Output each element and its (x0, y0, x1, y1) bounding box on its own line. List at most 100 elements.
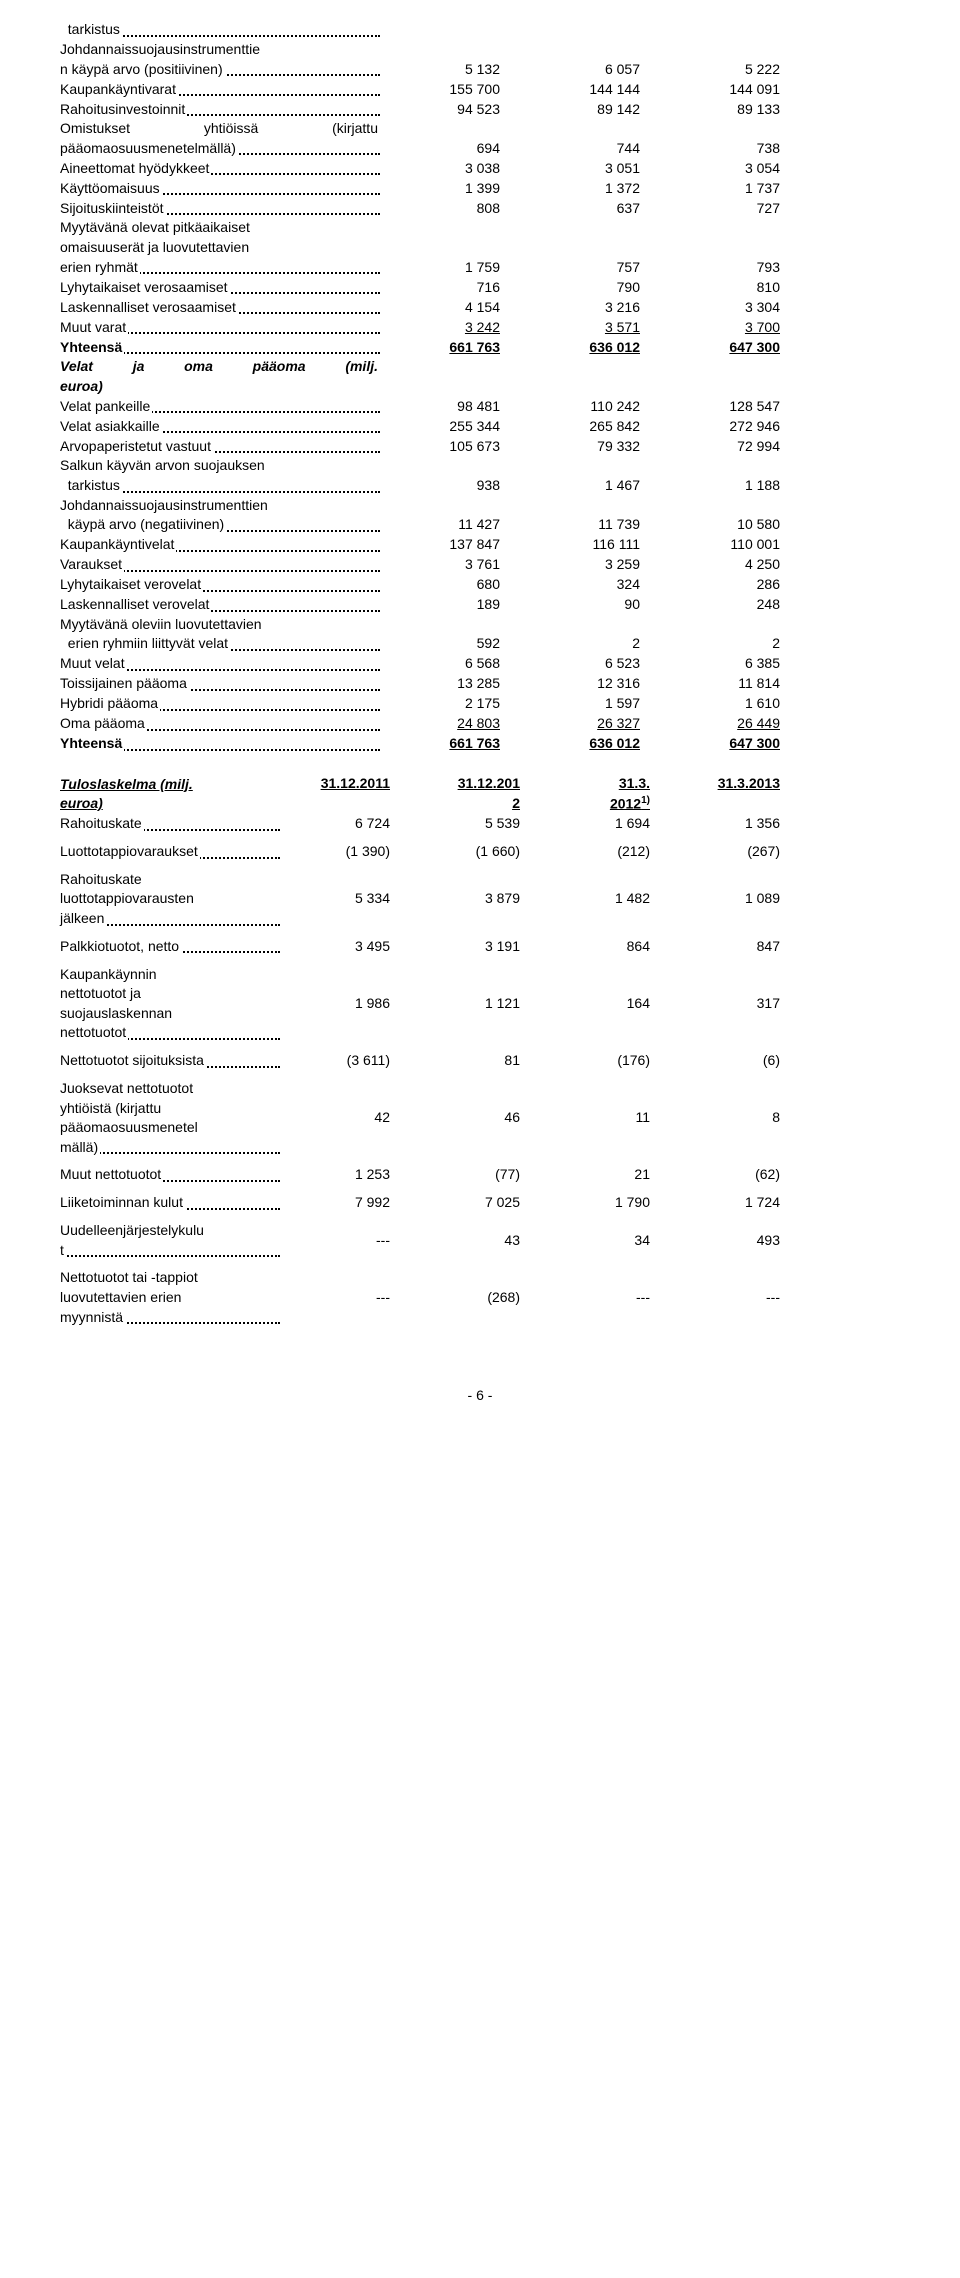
row-value: 110 242 (520, 397, 660, 417)
row-value: 3 259 (520, 555, 660, 575)
table-row: Nettotuotot tai -tappiotluovutettavien e… (60, 1268, 900, 1327)
row-value: 98 481 (380, 397, 520, 417)
row-value: 808 (380, 199, 520, 219)
column-header: 31.3.2013 (670, 774, 800, 794)
column-header: 31.12.2012 (410, 774, 540, 813)
row-value: 637 (520, 199, 660, 219)
row-value: 1 399 (380, 179, 520, 199)
row-value: 744 (520, 139, 660, 159)
row-value: 10 580 (660, 515, 800, 535)
table-row: Kaupankäynninnettotuotot jasuojauslasken… (60, 965, 900, 1043)
row-value: (1 660) (410, 842, 540, 862)
table-row: Liiketoiminnan kulut7 9927 0251 7901 724 (60, 1193, 900, 1213)
table-row: Käyttöomaisuus1 3991 3721 737 (60, 178, 900, 198)
table-row: Muut velat6 5686 5236 385 (60, 654, 900, 674)
row-value: 6 523 (520, 654, 660, 674)
row-label: Varaukset (60, 555, 380, 575)
header-label: Tuloslaskelma (milj.euroa) (60, 775, 280, 814)
row-value: 164 (540, 994, 670, 1014)
row-value: 8 (670, 1108, 800, 1128)
row-label: Nettotuotot sijoituksista (60, 1051, 280, 1071)
row-value: 647 300 (660, 734, 800, 754)
table-row: Muut nettotuotot1 253(77)21(62) (60, 1165, 900, 1185)
row-label: Muut nettotuotot (60, 1165, 280, 1185)
row-label: Juoksevat nettotuototyhtiöistä (kirjattu… (60, 1079, 280, 1157)
table-row: Arvopaperistetut vastuut105 67379 33272 … (60, 436, 900, 456)
income-statement-table: Tuloslaskelma (milj.euroa)31.12.201131.1… (60, 774, 900, 1327)
row-value: 716 (380, 278, 520, 298)
row-value: (77) (410, 1165, 540, 1185)
row-value: (62) (670, 1165, 800, 1185)
row-value: 11 (540, 1108, 670, 1128)
table-row: Rahoituskate6 7245 5391 6941 356 (60, 814, 900, 834)
row-value: 680 (380, 575, 520, 595)
row-value: 7 025 (410, 1193, 540, 1213)
table-row: Omistukset yhtiöissä (kirjattupääomaosuu… (60, 119, 900, 158)
row-value: (267) (670, 842, 800, 862)
page-footer: - 6 - (60, 1387, 900, 1403)
row-value: 144 144 (520, 80, 660, 100)
row-value: 26 449 (660, 714, 800, 734)
row-value: 5 334 (280, 889, 410, 909)
row-value: 155 700 (380, 80, 520, 100)
row-value: 46 (410, 1108, 540, 1128)
row-label: Liiketoiminnan kulut (60, 1193, 280, 1213)
row-value: 324 (520, 575, 660, 595)
row-value: 43 (410, 1231, 540, 1251)
row-value: 6 724 (280, 814, 410, 834)
row-label: Velat asiakkaille (60, 417, 380, 437)
row-value: 1 089 (670, 889, 800, 909)
row-value: 1 253 (280, 1165, 410, 1185)
row-value: 144 091 (660, 80, 800, 100)
row-value: 4 250 (660, 555, 800, 575)
row-value: 11 814 (660, 674, 800, 694)
table-row: Oma pääoma24 80326 32726 449 (60, 714, 900, 734)
row-label: Aineettomat hyödykkeet (60, 159, 380, 179)
row-label: Laskennalliset verovelat (60, 595, 380, 615)
row-label: Arvopaperistetut vastuut (60, 437, 380, 457)
row-value: 1 188 (660, 476, 800, 496)
table-row: Juoksevat nettotuototyhtiöistä (kirjattu… (60, 1079, 900, 1157)
row-value: 661 763 (380, 734, 520, 754)
row-value: 13 285 (380, 674, 520, 694)
table-row: Toissijainen pääoma13 28512 31611 814 (60, 674, 900, 694)
row-label: Uudelleenjärjestelykulut (60, 1221, 280, 1260)
table-row: Hybridi pääoma2 1751 5971 610 (60, 694, 900, 714)
row-label: Kaupankäyntivelat (60, 535, 380, 555)
row-value: 24 803 (380, 714, 520, 734)
row-value: 5 222 (660, 60, 800, 80)
row-value: 286 (660, 575, 800, 595)
row-value: 636 012 (520, 338, 660, 358)
row-value: 42 (280, 1108, 410, 1128)
row-label: Rahoitusinvestoinnit (60, 100, 380, 120)
row-value: 90 (520, 595, 660, 615)
row-value: (6) (670, 1051, 800, 1071)
table-row: Yhteensä661 763636 012647 300 (60, 734, 900, 754)
row-value: 1 790 (540, 1193, 670, 1213)
row-value: (176) (540, 1051, 670, 1071)
row-value: 636 012 (520, 734, 660, 754)
row-value: 3 879 (410, 889, 540, 909)
row-value: 34 (540, 1231, 670, 1251)
row-value: 1 610 (660, 694, 800, 714)
row-value: 738 (660, 139, 800, 159)
row-value: 3 191 (410, 937, 540, 957)
row-label: Kaupankäyntivarat (60, 80, 380, 100)
table-row: Velat pankeille98 481110 242128 547 (60, 396, 900, 416)
row-value: 3 700 (660, 318, 800, 338)
table-row: Lyhytaikaiset verovelat680324286 (60, 575, 900, 595)
table-row: Rahoituskateluottotappiovaraustenjälkeen… (60, 870, 900, 929)
row-value: 3 571 (520, 318, 660, 338)
row-value: --- (670, 1288, 800, 1308)
row-value: 1 467 (520, 476, 660, 496)
row-label: Myytävänä olevat pitkäaikaisetomaisuuser… (60, 218, 380, 277)
row-value: 1 597 (520, 694, 660, 714)
row-value: 3 054 (660, 159, 800, 179)
row-value: 94 523 (380, 100, 520, 120)
row-value: 248 (660, 595, 800, 615)
table-row: Nettotuotot sijoituksista(3 611)81(176)(… (60, 1051, 900, 1071)
row-value: 1 986 (280, 994, 410, 1014)
row-value: --- (280, 1288, 410, 1308)
row-value: 2 (520, 634, 660, 654)
column-header: 31.12.2011 (280, 774, 410, 794)
